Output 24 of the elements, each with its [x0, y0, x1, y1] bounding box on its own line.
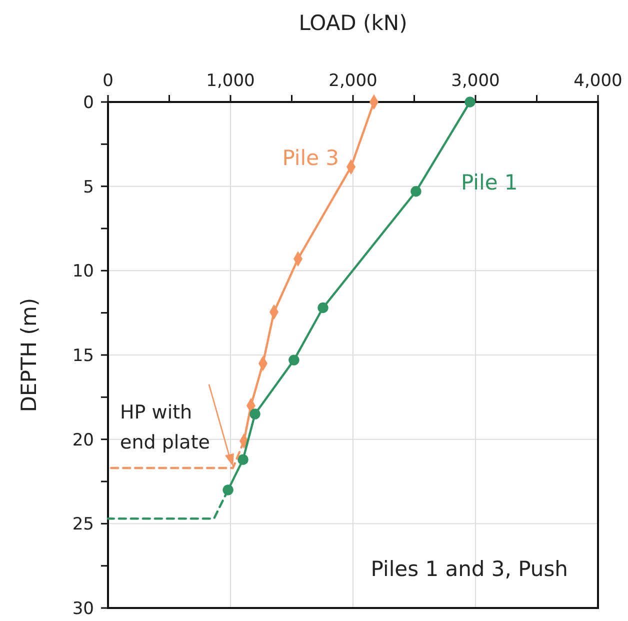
x-tick-label: 0 [102, 71, 114, 91]
point [318, 302, 328, 314]
point [288, 354, 300, 366]
annotation: Piles 1 and 3, Push [370, 557, 568, 581]
point [464, 96, 476, 108]
y-tick-label: 30 [72, 598, 94, 619]
point [250, 408, 260, 420]
y-tick-label: 0 [83, 92, 94, 113]
series-label: Pile 3 [282, 146, 340, 170]
y-tick-label: 15 [72, 346, 94, 366]
point [238, 454, 248, 465]
annotation: HP with end plate [120, 401, 210, 454]
y-tick-label: 20 [72, 430, 94, 450]
x-tick-label: 4,000 [574, 71, 622, 91]
x-axis-title: LOAD (kN) [298, 11, 408, 35]
y-tick-label: 10 [72, 262, 94, 282]
y-tick-label: 25 [72, 514, 94, 535]
x-tick-label: 2,000 [328, 71, 378, 91]
x-tick-label: 1,000 [206, 71, 255, 91]
x-tick-label: 3,000 [451, 71, 500, 91]
y-axis-title: DEPTH (m) [17, 298, 41, 412]
y-tick-label: 5 [83, 177, 94, 198]
series-label: Pile 1 [460, 170, 518, 194]
point [410, 186, 422, 197]
